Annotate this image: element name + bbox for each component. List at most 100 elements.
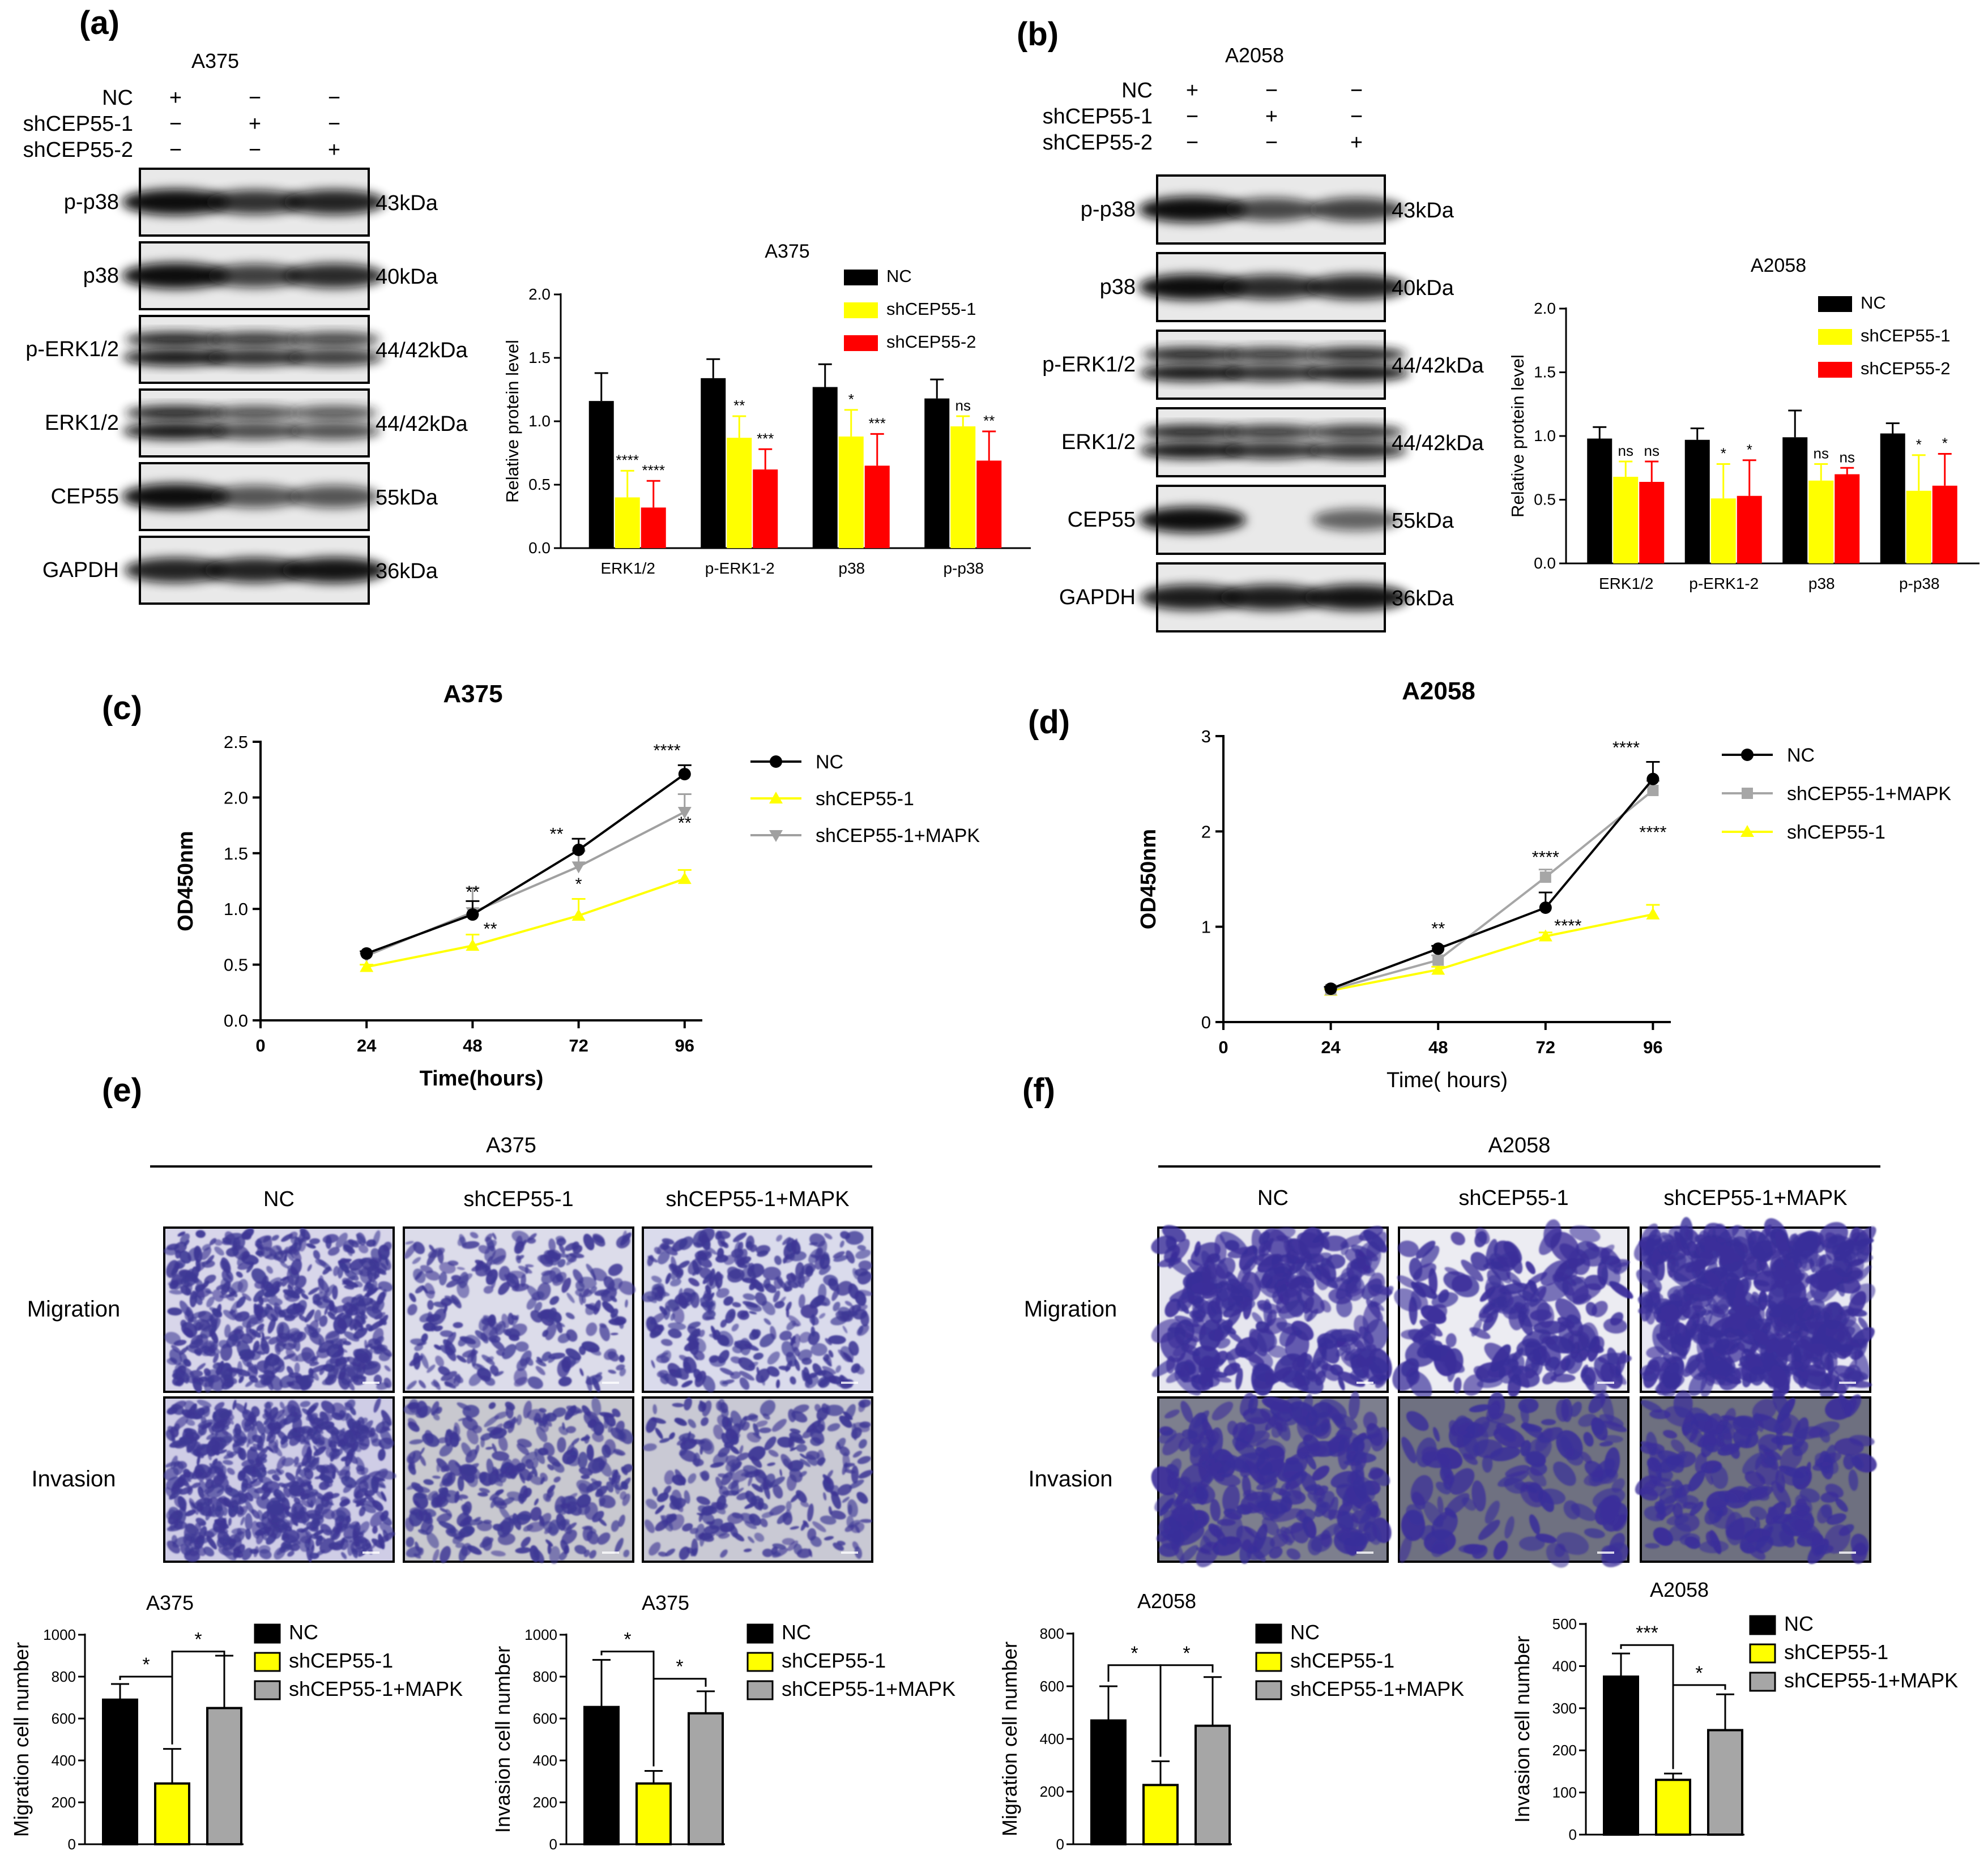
stained-cell bbox=[793, 1404, 809, 1414]
stained-cell bbox=[840, 1379, 854, 1389]
stained-cell bbox=[1655, 1375, 1685, 1394]
stained-cell bbox=[516, 1358, 528, 1371]
stained-cell bbox=[647, 1296, 657, 1303]
stained-cell bbox=[1336, 1426, 1353, 1442]
stained-cell bbox=[245, 1499, 254, 1514]
stained-cell bbox=[414, 1492, 428, 1499]
bar bbox=[838, 436, 864, 548]
blot-band bbox=[206, 264, 304, 288]
stained-cell bbox=[527, 1238, 536, 1244]
stained-cell bbox=[736, 1452, 750, 1461]
stained-cell bbox=[298, 1479, 312, 1497]
stained-cell bbox=[374, 1476, 386, 1489]
stained-cell bbox=[219, 1449, 227, 1454]
stained-cell bbox=[1310, 1258, 1322, 1281]
stained-cell bbox=[428, 1311, 434, 1325]
stained-cell bbox=[682, 1523, 693, 1532]
stained-cell bbox=[212, 1289, 224, 1302]
stained-cell bbox=[827, 1335, 846, 1345]
stained-cell bbox=[730, 1481, 739, 1496]
stained-cell bbox=[1681, 1420, 1713, 1433]
stained-cell bbox=[233, 1326, 244, 1335]
legend-label: shCEP55-1 bbox=[289, 1649, 393, 1672]
stained-cell bbox=[264, 1401, 274, 1408]
stained-cell bbox=[315, 1291, 328, 1300]
stained-cell bbox=[1180, 1364, 1190, 1383]
legend-swatch bbox=[1255, 1652, 1282, 1672]
stained-cell bbox=[651, 1360, 655, 1369]
stained-cell bbox=[307, 1374, 315, 1379]
stained-cell bbox=[184, 1533, 196, 1546]
stained-cell bbox=[651, 1275, 662, 1283]
bar bbox=[688, 1712, 724, 1845]
significance-label: * bbox=[194, 1629, 202, 1651]
stained-cell bbox=[857, 1245, 867, 1251]
stained-cell bbox=[844, 1301, 852, 1306]
stained-cell bbox=[1692, 1332, 1717, 1345]
stained-cell bbox=[382, 1418, 385, 1427]
stained-cell bbox=[415, 1541, 420, 1551]
stained-cell bbox=[334, 1540, 344, 1545]
stained-cell bbox=[859, 1421, 871, 1428]
stained-cell bbox=[341, 1551, 347, 1559]
stained-cell bbox=[801, 1263, 816, 1275]
stained-cell bbox=[1470, 1252, 1489, 1271]
stained-cell bbox=[1536, 1302, 1555, 1328]
row-label: Migration bbox=[27, 1297, 121, 1322]
stained-cell bbox=[1649, 1409, 1671, 1420]
condition-sign: − bbox=[1265, 131, 1278, 155]
stained-cell bbox=[272, 1474, 280, 1481]
stained-cell bbox=[772, 1548, 788, 1558]
stained-cell bbox=[191, 1311, 207, 1319]
stained-cell bbox=[561, 1519, 572, 1535]
significance-label: ns bbox=[1644, 442, 1659, 459]
stained-cell bbox=[343, 1280, 359, 1288]
stained-cell bbox=[706, 1276, 719, 1290]
stained-cell bbox=[169, 1357, 177, 1363]
stained-cell bbox=[1363, 1412, 1377, 1430]
stained-cell bbox=[165, 1476, 182, 1490]
stained-cell bbox=[1291, 1320, 1314, 1341]
x-tick-label: 48 bbox=[1428, 1037, 1448, 1057]
stained-cell bbox=[569, 1253, 585, 1258]
scale-bar bbox=[841, 1382, 858, 1384]
stained-cell bbox=[845, 1231, 864, 1245]
stained-cell bbox=[288, 1275, 295, 1290]
bar bbox=[1194, 1724, 1231, 1845]
significance-label: * bbox=[676, 1656, 683, 1678]
stained-cell bbox=[240, 1516, 245, 1526]
stained-cell bbox=[1571, 1503, 1597, 1521]
significance-label: **** bbox=[1639, 822, 1666, 842]
stained-cell bbox=[1216, 1338, 1231, 1349]
stained-cell bbox=[730, 1410, 743, 1428]
y-tick-label: 1.5 bbox=[224, 844, 248, 864]
significance-bracket bbox=[1672, 1684, 1726, 1769]
stained-cell bbox=[1824, 1302, 1843, 1330]
stained-cell bbox=[491, 1276, 496, 1289]
stained-cell bbox=[429, 1245, 435, 1252]
stained-cell bbox=[1222, 1485, 1240, 1514]
stained-cell bbox=[234, 1403, 249, 1414]
significance-label: * bbox=[575, 874, 582, 894]
stained-cell bbox=[1406, 1411, 1429, 1431]
stained-cell bbox=[744, 1521, 757, 1529]
stained-cell bbox=[839, 1415, 852, 1428]
bar bbox=[1142, 1784, 1179, 1845]
stained-cell bbox=[527, 1409, 545, 1421]
stained-cell bbox=[674, 1292, 693, 1305]
bar bbox=[615, 497, 640, 548]
blot-protein-label: p-ERK1/2 bbox=[25, 337, 119, 361]
stained-cell bbox=[1540, 1336, 1561, 1369]
stained-cell bbox=[1256, 1445, 1285, 1476]
stained-cell bbox=[219, 1294, 231, 1298]
stained-cell bbox=[1763, 1372, 1781, 1388]
stained-cell bbox=[280, 1276, 289, 1281]
stained-cell bbox=[511, 1283, 530, 1292]
stained-cell bbox=[425, 1524, 434, 1535]
data-point bbox=[1646, 772, 1659, 785]
stained-cell bbox=[356, 1232, 366, 1246]
stained-cell bbox=[318, 1275, 325, 1294]
stained-cell bbox=[426, 1364, 436, 1373]
stained-cell bbox=[1793, 1344, 1802, 1366]
stained-cell bbox=[1858, 1338, 1868, 1358]
